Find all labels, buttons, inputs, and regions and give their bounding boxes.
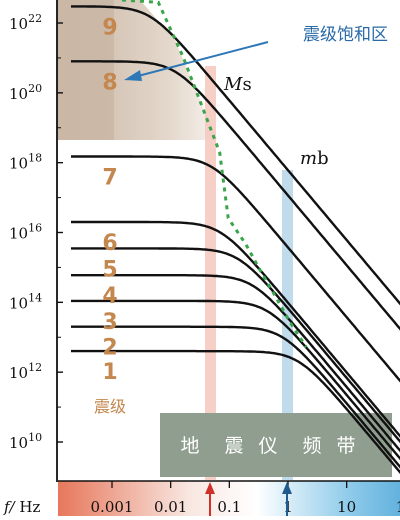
curve-magnitude-3 [71,299,400,461]
curve-magnitude-9 [71,5,400,306]
magnitude-label-6: 6 [102,231,117,256]
frequency-bands [160,66,392,480]
x-tick-label: 0.1 [217,498,241,516]
y-tick-label: 1016 [9,222,42,243]
ms-frequency-marker [205,482,215,494]
y-tick-label: 1014 [9,291,42,312]
instrument-band-char: 仪 [258,435,277,457]
x-tick-label: 0.001 [91,498,134,516]
curve-magnitude-5 [71,247,400,444]
saturation-arrowhead [124,70,142,81]
instrument-band-char: 地 [180,435,199,457]
y-tick-label: 1018 [9,152,42,173]
y-tick-label: 1022 [9,12,42,33]
curve-magnitude-1 [71,349,400,475]
ms-label: Ms [223,74,252,95]
instrument-band-char: 频 [302,435,321,457]
ms-band [205,66,216,480]
curve-magnitude-4 [71,274,400,453]
magnitude-label-5: 5 [102,257,117,282]
magnitude-axis-label: 震级 [94,397,126,416]
y-tick-label: 1012 [9,361,42,382]
background-layer [57,0,218,140]
x-axis-title: f/ Hz [3,498,40,516]
magnitude-strip [57,0,114,140]
x-tick-label: 0.01 [154,498,187,516]
instrument-band-char: 震 [224,435,243,457]
curve-magnitude-2 [71,325,400,469]
mb-frequency-marker [282,482,292,494]
magnitude-label-2: 2 [102,336,117,361]
curve-magnitude-8 [71,60,400,331]
curve-magnitude-7 [71,155,400,383]
annotations: 震级饱和区 Ms mb 震级地 震仪 频带 [94,25,388,457]
y-tick-label: 1020 [9,82,42,103]
corner-frequency-locus [121,0,308,348]
magnitude-label-1: 1 [102,360,117,385]
saturation-label: 震级饱和区 [303,25,388,45]
curve-magnitude-6 [71,220,400,438]
instrument-band-box [160,413,392,477]
magnitude-label-3: 3 [102,310,117,335]
magnitude-label-8: 8 [102,70,117,95]
y-tick-label: 1010 [9,431,42,452]
mb-band [282,170,293,480]
magnitude-label-4: 4 [102,284,117,309]
magnitude-label-9: 9 [102,15,117,40]
x-tick-label: 10 [337,498,356,516]
x-tick-label: 10 [396,498,400,516]
instrument-band-char: 带 [336,435,355,457]
saturation-arrow [137,41,269,77]
magnitude-curves [71,0,400,475]
magnitude-label-7: 7 [102,166,117,191]
mb-label: mb [300,148,329,169]
